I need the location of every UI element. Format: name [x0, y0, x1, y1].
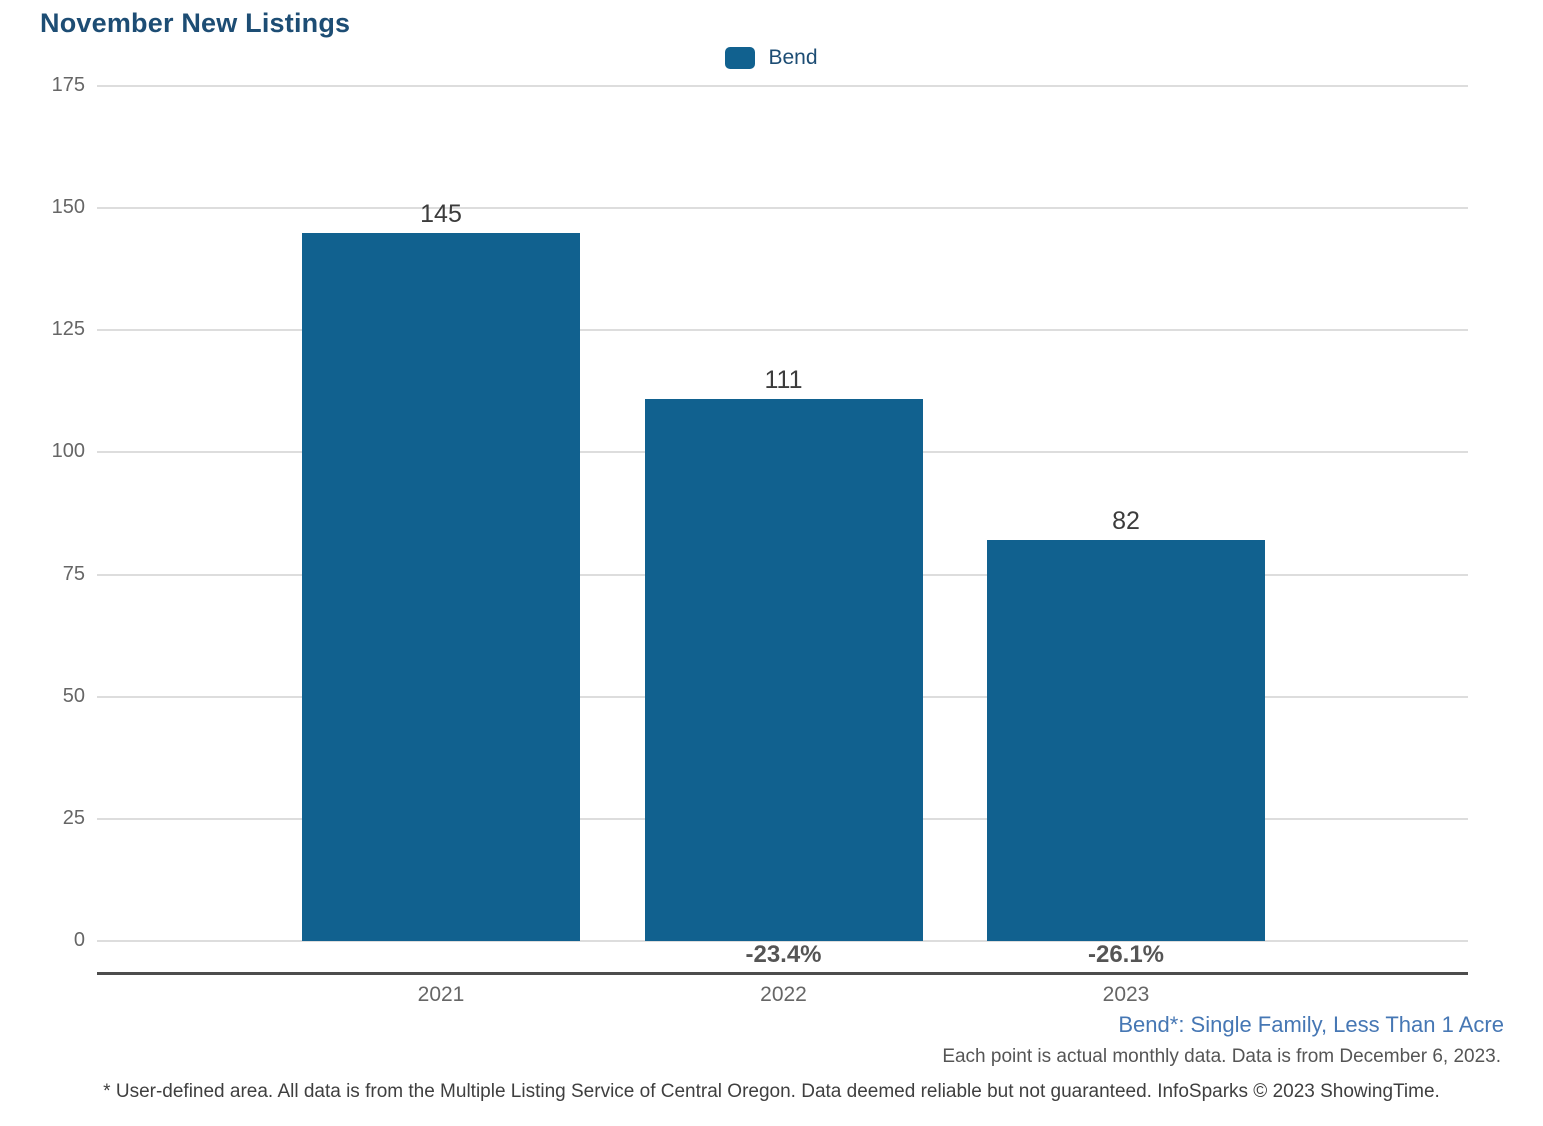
bar-value-label-2021: 145 [420, 199, 462, 228]
y-axis-tick-25: 25 [62, 806, 85, 829]
legend-label-bend[interactable]: Bend [768, 46, 818, 69]
gridline-y-125 [97, 329, 1468, 332]
bar-value-label-2023: 82 [1112, 507, 1140, 536]
gridline-y-0 [97, 940, 1468, 942]
footnote-disclaimer: * User-defined area. All data is from th… [103, 1081, 1440, 1102]
x-axis-tick-2021: 2021 [417, 983, 465, 1006]
y-axis-tick-0: 0 [73, 929, 85, 951]
pct-change-label-2022: -23.4% [745, 941, 822, 968]
y-axis-tick-125: 125 [51, 318, 85, 341]
x-axis-line [97, 972, 1468, 975]
gridline-y-150 [97, 207, 1468, 210]
y-axis-tick-175: 175 [51, 74, 85, 96]
x-axis-tick-2022: 2022 [760, 983, 807, 1006]
y-axis-tick-150: 150 [51, 196, 85, 219]
footnote-area-definition: Bend*: Single Family, Less Than 1 Acre [1118, 1012, 1504, 1037]
y-axis-tick-75: 75 [62, 562, 85, 585]
footnote-data-note: Each point is actual monthly data. Data … [942, 1046, 1501, 1067]
legend-swatch-bend[interactable] [725, 47, 756, 69]
chart-title: November New Listings [40, 8, 351, 38]
y-axis-tick-50: 50 [62, 684, 85, 707]
y-axis-tick-100: 100 [51, 440, 85, 463]
bar-value-label-2022: 111 [764, 365, 803, 394]
pct-change-label-2023: -26.1% [1087, 941, 1165, 968]
bar-2021[interactable] [302, 232, 580, 941]
bar-2022[interactable] [644, 398, 923, 941]
legend: Bend [0, 44, 1543, 72]
x-axis-tick-2023: 2023 [1102, 983, 1150, 1006]
plot-area: 145 111 82 [97, 85, 1468, 942]
gridline-y-175 [97, 85, 1468, 87]
bar-2023[interactable] [987, 540, 1265, 941]
